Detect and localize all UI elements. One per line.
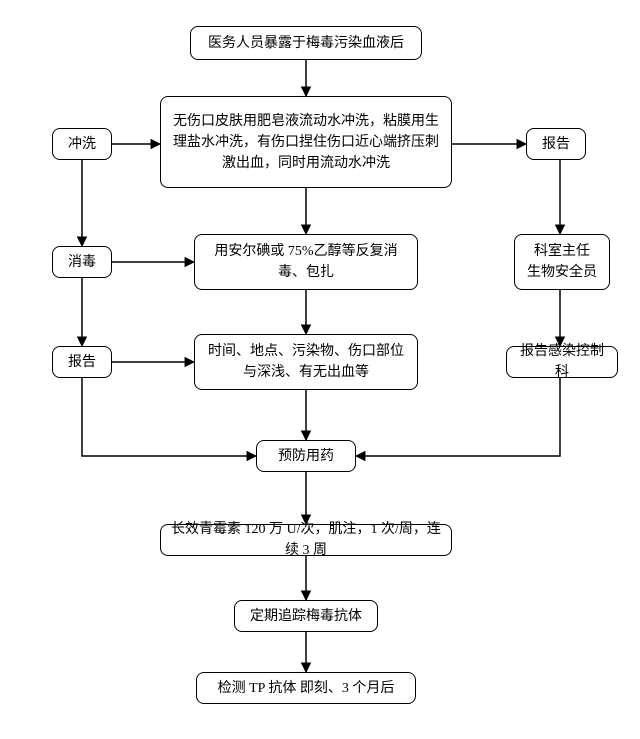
flow-node-n_disinf: 用安尔碘或 75%乙醇等反复消毒、包扎 xyxy=(194,234,418,290)
flow-node-n_left2: 消毒 xyxy=(52,246,112,278)
flow-node-n_track: 定期追踪梅毒抗体 xyxy=(234,600,378,632)
flow-node-n_right3: 报告感染控制科 xyxy=(506,346,618,378)
flow-node-n_left3: 报告 xyxy=(52,346,112,378)
flow-node-n_left1: 冲洗 xyxy=(52,128,112,160)
flow-node-n_pen: 长效青霉素 120 万 U/次，肌注，1 次/周，连续 3 周 xyxy=(160,524,452,556)
flow-node-n_right1: 报告 xyxy=(526,128,586,160)
flow-node-n_record: 时间、地点、污染物、伤口部位与深浅、有无出血等 xyxy=(194,334,418,390)
flow-node-n_prev: 预防用药 xyxy=(256,440,356,472)
flow-node-n_right2: 科室主任 生物安全员 xyxy=(514,234,610,290)
flow-node-n_test: 检测 TP 抗体 即刻、3 个月后 xyxy=(196,672,416,704)
flow-node-n_start: 医务人员暴露于梅毒污染血液后 xyxy=(190,26,422,60)
flow-node-n_rinse: 无伤口皮肤用肥皂液流动水冲洗，粘膜用生理盐水冲洗，有伤口捏住伤口近心端挤压刺激出… xyxy=(160,96,452,188)
